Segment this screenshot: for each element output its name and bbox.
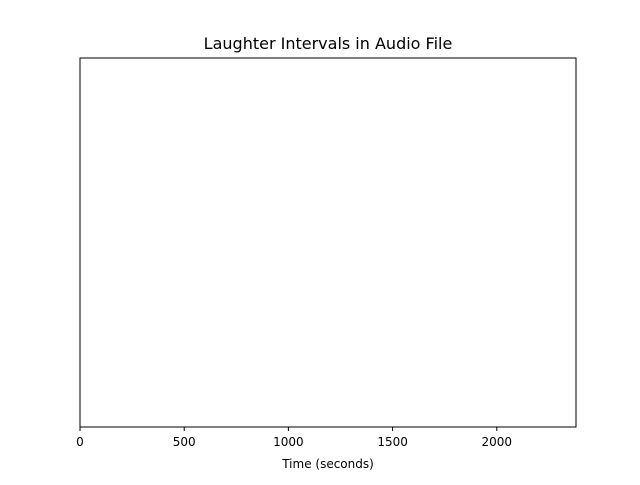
x-tick-label: 1500 [377,435,408,449]
x-tick-label: 2000 [482,435,513,449]
x-tick-label: 1000 [273,435,304,449]
x-tick-label: 500 [173,435,196,449]
chart-title: Laughter Intervals in Audio File [204,34,453,53]
x-axis: 0 500 1000 1500 2000 [76,427,512,449]
plot-area [79,57,577,428]
x-axis-label: Time (seconds) [281,457,374,471]
plot-frame [79,57,577,428]
plot-background [80,58,576,427]
x-tick-label: 0 [76,435,84,449]
